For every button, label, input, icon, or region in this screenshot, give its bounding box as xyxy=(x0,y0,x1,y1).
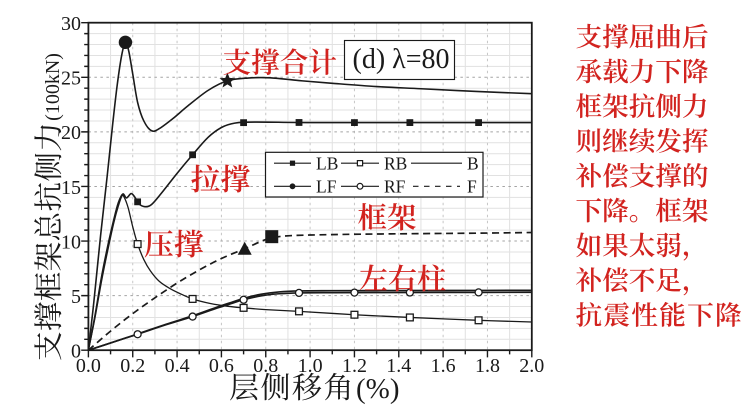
svg-text:10: 10 xyxy=(61,231,81,253)
svg-text:1.0: 1.0 xyxy=(298,355,323,377)
svg-text:0.2: 0.2 xyxy=(120,355,145,377)
svg-text:(%): (%) xyxy=(356,373,399,405)
svg-text:LB: LB xyxy=(316,153,338,173)
svg-text:15: 15 xyxy=(61,177,81,199)
svg-text:RB: RB xyxy=(384,153,407,173)
svg-text:B: B xyxy=(467,153,479,173)
svg-text:1.8: 1.8 xyxy=(475,355,500,377)
svg-text:0.8: 0.8 xyxy=(253,355,278,377)
svg-text:RF: RF xyxy=(384,177,406,197)
svg-text:0: 0 xyxy=(71,341,81,363)
svg-text:1.2: 1.2 xyxy=(342,355,367,377)
svg-text:5: 5 xyxy=(71,286,81,308)
svg-text:30: 30 xyxy=(61,13,81,35)
svg-text:1.4: 1.4 xyxy=(386,355,411,377)
svg-text:0.0: 0.0 xyxy=(76,355,101,377)
svg-text:F: F xyxy=(467,177,477,197)
svg-text:0.6: 0.6 xyxy=(209,355,234,377)
svg-text:1.6: 1.6 xyxy=(431,355,456,377)
svg-text:LF: LF xyxy=(316,177,337,197)
svg-text:25: 25 xyxy=(61,68,81,90)
svg-text:0.4: 0.4 xyxy=(165,355,190,377)
svg-text:(100kN): (100kN) xyxy=(42,53,64,121)
svg-text:(d) λ=80: (d) λ=80 xyxy=(353,44,450,75)
svg-text:2.0: 2.0 xyxy=(519,355,544,377)
svg-text:20: 20 xyxy=(61,122,81,144)
